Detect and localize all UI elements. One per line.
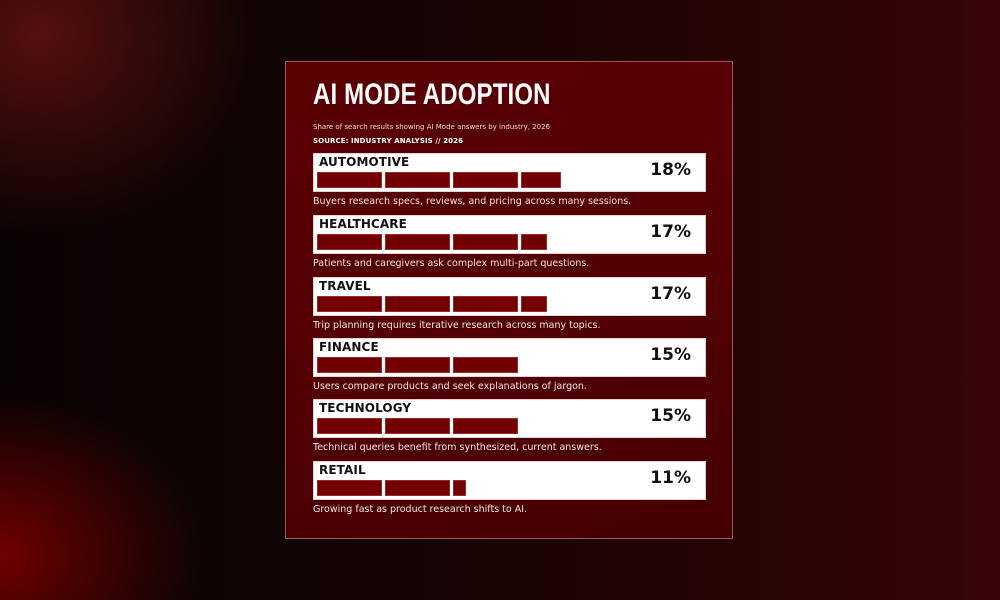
chart-title: AI MODE ADOPTION xyxy=(313,78,551,111)
percent-value: 11% xyxy=(650,468,691,488)
industry-row: FINANCE 15% Users compare products and s… xyxy=(313,338,706,392)
percent-value: 15% xyxy=(650,406,691,426)
bar-box: TECHNOLOGY 15% xyxy=(313,399,706,438)
industry-description: Growing fast as product research shifts … xyxy=(313,504,528,515)
bar-segment xyxy=(385,296,450,312)
bar-segment xyxy=(453,480,466,496)
bar-box: HEALTHCARE 17% xyxy=(313,215,706,254)
industry-row: AUTOMOTIVE 18% Buyers research specs, re… xyxy=(313,153,706,207)
bar-box: TRAVEL 17% xyxy=(313,277,706,316)
bar-box: AUTOMOTIVE 18% xyxy=(313,153,706,192)
industry-row: HEALTHCARE 17% Patients and caregivers a… xyxy=(313,215,706,269)
industry-description: Patients and caregivers ask complex mult… xyxy=(313,258,590,269)
industry-row: TRAVEL 17% Trip planning requires iterat… xyxy=(313,277,706,331)
percent-value: 17% xyxy=(650,284,691,304)
bar-box: FINANCE 15% xyxy=(313,338,706,377)
bar-segment xyxy=(453,172,518,188)
industry-description: Trip planning requires iterative researc… xyxy=(313,320,601,331)
industry-label: TRAVEL xyxy=(319,279,371,293)
bar-box: RETAIL 11% xyxy=(313,461,706,500)
bar-segment xyxy=(385,172,450,188)
industry-row: RETAIL 11% Growing fast as product resea… xyxy=(313,461,706,515)
bar-segment xyxy=(385,480,450,496)
bar-segment xyxy=(317,357,382,373)
bar-segment xyxy=(521,172,561,188)
bar-segment xyxy=(317,480,382,496)
percent-value: 17% xyxy=(650,222,691,242)
bar-segment xyxy=(317,172,382,188)
bar-segment xyxy=(317,418,382,434)
bar-segment xyxy=(385,357,450,373)
industry-label: RETAIL xyxy=(319,463,366,477)
industry-label: TECHNOLOGY xyxy=(319,401,412,415)
chart-subtitle: Share of search results showing AI Mode … xyxy=(313,123,550,131)
industry-description: Users compare products and seek explanat… xyxy=(313,381,587,392)
bar-segment xyxy=(453,234,518,250)
bar-segment xyxy=(317,234,382,250)
industry-label: HEALTHCARE xyxy=(319,217,407,231)
bar-segment xyxy=(385,234,450,250)
percent-value: 18% xyxy=(650,160,691,180)
bar-segment xyxy=(453,296,518,312)
bar-segment xyxy=(453,418,518,434)
bar-segment xyxy=(521,234,547,250)
chart-card: AI MODE ADOPTION Share of search results… xyxy=(285,61,733,539)
industry-label: FINANCE xyxy=(319,340,379,354)
industry-label: AUTOMOTIVE xyxy=(319,155,410,169)
industry-description: Buyers research specs, reviews, and pric… xyxy=(313,196,632,207)
industry-row: TECHNOLOGY 15% Technical queries benefit… xyxy=(313,399,706,453)
bar-segment xyxy=(521,296,547,312)
chart-source: SOURCE: INDUSTRY ANALYSIS // 2026 xyxy=(313,137,464,145)
bar-segment xyxy=(385,418,450,434)
industry-description: Technical queries benefit from synthesiz… xyxy=(313,442,602,453)
bar-segment xyxy=(453,357,518,373)
bar-segment xyxy=(317,296,382,312)
percent-value: 15% xyxy=(650,345,691,365)
